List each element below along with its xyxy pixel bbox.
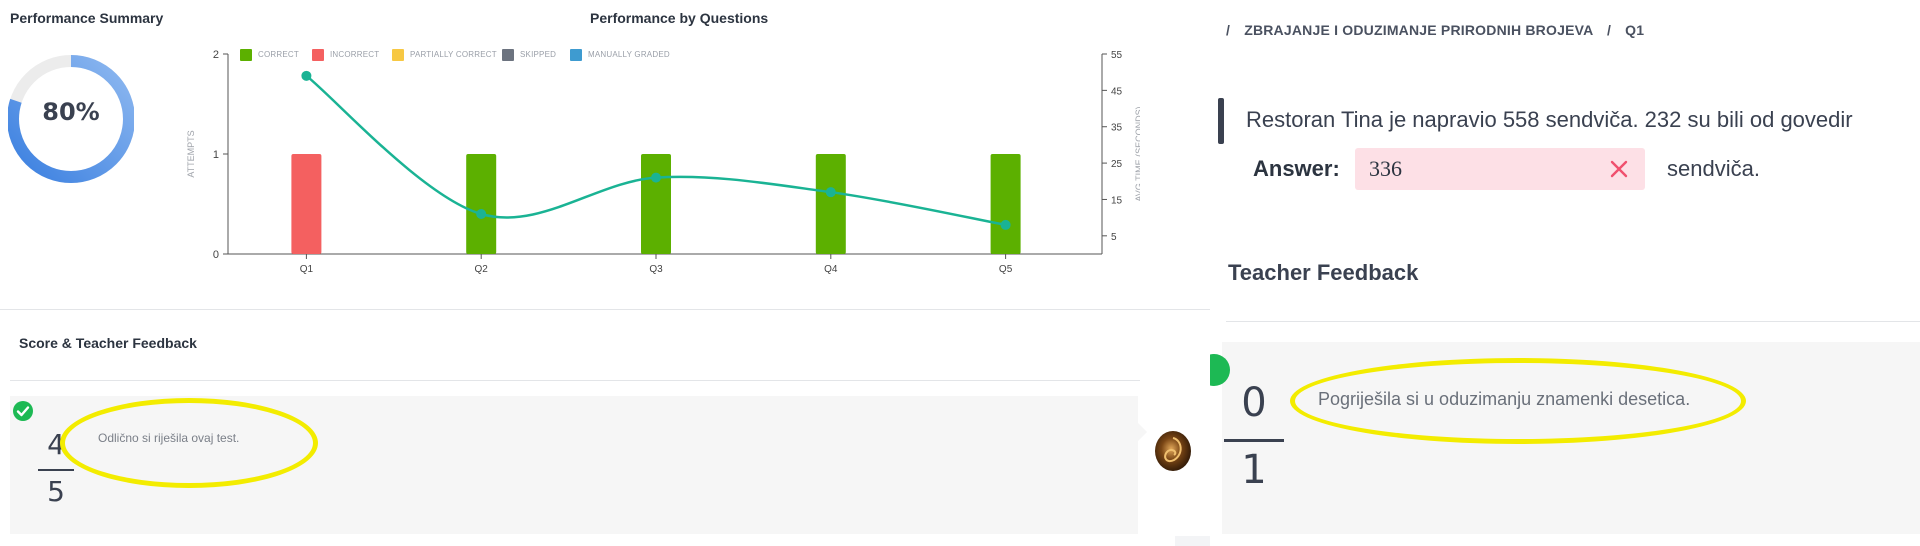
- x-tick-label: Q4: [824, 264, 838, 275]
- avg-time-point-q1: [301, 70, 312, 81]
- bar-correct-q2: [466, 154, 497, 254]
- y2-axis-label: AVG TIME (SECONDS): [1134, 106, 1140, 201]
- teacher-avatar: [1155, 431, 1191, 471]
- answer-suffix: sendviča.: [1667, 156, 1760, 181]
- question-accent-bar: [1218, 98, 1224, 144]
- legend-partially-correct: PARTIALLY CORRECT: [392, 49, 497, 61]
- right-panel: / ZBRAJANJE I ODUZIMANJE PRIRODNIH BROJE…: [1210, 0, 1920, 546]
- answer-label: Answer:: [1253, 156, 1340, 181]
- incorrect-x-icon: [1610, 160, 1628, 178]
- x-tick-label: Q3: [649, 264, 663, 275]
- avg-time-point-q4: [825, 187, 836, 198]
- answer-field[interactable]: 336: [1355, 148, 1645, 190]
- breadcrumb-topic[interactable]: ZBRAJANJE I ODUZIMANJE PRIRODNIH BROJEVA: [1244, 22, 1593, 38]
- legend-incorrect: INCORRECT: [312, 49, 379, 61]
- breadcrumb-separator: /: [1606, 22, 1612, 38]
- performance-summary-title: Performance Summary: [10, 10, 164, 26]
- section-divider: [1226, 321, 1920, 322]
- bar-correct-q5: [990, 154, 1021, 254]
- bottom-strip: [1175, 536, 1210, 546]
- highlight-ellipse: [60, 398, 318, 488]
- y2-tick-label: 25: [1111, 159, 1123, 170]
- teacher-feedback-title: Teacher Feedback: [1228, 260, 1419, 285]
- x-tick-label: Q1: [300, 264, 314, 275]
- avg-time-point-q2: [476, 209, 487, 219]
- legend-swatch: [392, 49, 404, 61]
- score-denominator: 5: [47, 475, 65, 508]
- bar-correct-q4: [815, 154, 846, 254]
- highlight-ellipse: [1290, 358, 1746, 444]
- score-denominator: 1: [1241, 447, 1267, 493]
- y-tick-label: 0: [213, 249, 219, 261]
- y2-tick-label: 35: [1111, 123, 1123, 134]
- score-numerator: 0: [1241, 380, 1267, 426]
- answer-value: 336: [1369, 156, 1402, 181]
- left-panel: Performance Summary 80% Performance by Q…: [0, 10, 1210, 546]
- y-tick-label: 1: [213, 149, 219, 161]
- chart-title: Performance by Questions: [590, 10, 769, 26]
- check-icon: [13, 401, 33, 421]
- fraction-bar: [1224, 439, 1284, 442]
- breadcrumb: / ZBRAJANJE I ODUZIMANJE PRIRODNIH BROJE…: [1226, 22, 1644, 38]
- question-text: Restoran Tina je napravio 558 sendviča. …: [1246, 107, 1853, 132]
- status-icon: [1210, 354, 1230, 386]
- score-feedback-title: Score & Teacher Feedback: [19, 335, 197, 351]
- legend-manually-graded: MANUALLY GRADED: [570, 49, 670, 61]
- bar-incorrect-q1: [291, 154, 322, 254]
- avg-time-point-q3: [651, 172, 661, 183]
- section-divider: [0, 309, 1210, 310]
- legend-swatch: [312, 49, 324, 61]
- legend-correct: CORRECT: [240, 49, 299, 61]
- x-tick-label: Q2: [475, 264, 489, 275]
- avg-time-point-q5: [1000, 219, 1011, 230]
- performance-donut: [8, 55, 134, 183]
- y2-tick-label: 5: [1111, 232, 1117, 243]
- legend-skipped: SKIPPED: [502, 49, 556, 61]
- percent-label: 80%: [42, 98, 100, 126]
- panel-pointer: [1135, 420, 1147, 444]
- y2-tick-label: 45: [1111, 86, 1123, 97]
- legend-swatch: [240, 49, 252, 61]
- y-tick-label: 2: [213, 49, 219, 61]
- y2-tick-label: 15: [1111, 195, 1123, 206]
- x-tick-label: Q5: [999, 264, 1013, 275]
- section-divider: [10, 380, 1140, 381]
- bar-correct-q3: [641, 154, 671, 254]
- y2-tick-label: 55: [1111, 50, 1123, 61]
- breadcrumb-separator: /: [1226, 22, 1231, 38]
- donut-progress: [8, 55, 134, 183]
- legend-swatch: [570, 49, 582, 61]
- y-axis-label: ATTEMPTS: [186, 130, 196, 177]
- breadcrumb-question[interactable]: Q1: [1625, 22, 1645, 38]
- fraction-bar: [38, 469, 74, 471]
- legend-swatch: [502, 49, 514, 61]
